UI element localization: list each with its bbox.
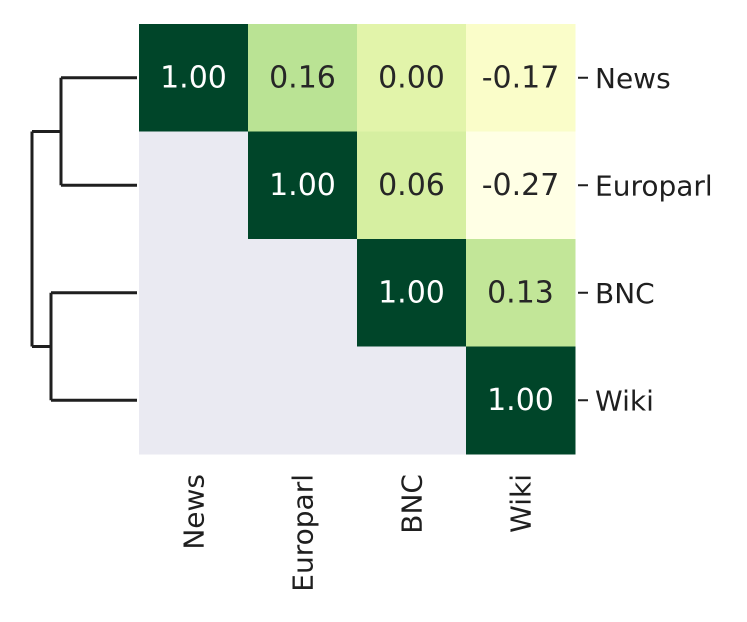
heatmap-cell xyxy=(466,239,576,347)
cell-value-label: -0.27 xyxy=(482,168,560,203)
column-tick-label: BNC xyxy=(396,474,429,534)
masked-cell xyxy=(357,346,467,455)
heatmap-cell xyxy=(357,131,467,240)
masked-cell xyxy=(248,346,358,455)
row-tick-label: Europarl xyxy=(595,169,713,202)
column-tick-label: Europarl xyxy=(287,474,320,592)
cell-value-label: 1.00 xyxy=(378,275,445,310)
cell-value-label: 0.00 xyxy=(378,60,445,95)
cell-value-label: 0.06 xyxy=(378,168,445,203)
heatmap-cell xyxy=(357,239,467,347)
heatmap-cell xyxy=(466,24,576,132)
masked-cell xyxy=(248,239,358,347)
column-tick-label: Wiki xyxy=(505,474,538,533)
row-tick-labels: News Europarl BNC Wiki xyxy=(578,62,713,417)
heatmap-cells: 1.00 0.16 0.00 -0.17 1.00 0.06 -0.27 1.00 0.13 1.… xyxy=(139,24,576,455)
masked-cell xyxy=(139,239,249,347)
row-tick-label: BNC xyxy=(595,277,655,310)
heatmap-cell xyxy=(466,131,576,240)
heatmap-cell xyxy=(357,24,467,132)
cell-value-label: 0.13 xyxy=(487,275,554,310)
cell-value-label: 1.00 xyxy=(487,383,554,418)
heatmap-cell xyxy=(248,24,358,132)
row-tick-label: News xyxy=(595,62,671,95)
dendrogram xyxy=(30,76,137,402)
column-tick-label: News xyxy=(178,474,211,550)
column-tick-labels: News Europarl BNC Wiki xyxy=(178,474,538,592)
cell-value-label: 1.00 xyxy=(160,60,227,95)
heatmap-cell xyxy=(139,24,249,132)
cell-value-label: 0.16 xyxy=(269,60,336,95)
row-tick-label: Wiki xyxy=(595,384,654,417)
heatmap-cell xyxy=(466,346,576,455)
masked-cell xyxy=(139,346,249,455)
cell-value-label: 1.00 xyxy=(269,168,336,203)
heatmap-cell xyxy=(248,131,358,240)
cell-value-label: -0.17 xyxy=(482,60,560,95)
masked-cell xyxy=(139,131,249,240)
